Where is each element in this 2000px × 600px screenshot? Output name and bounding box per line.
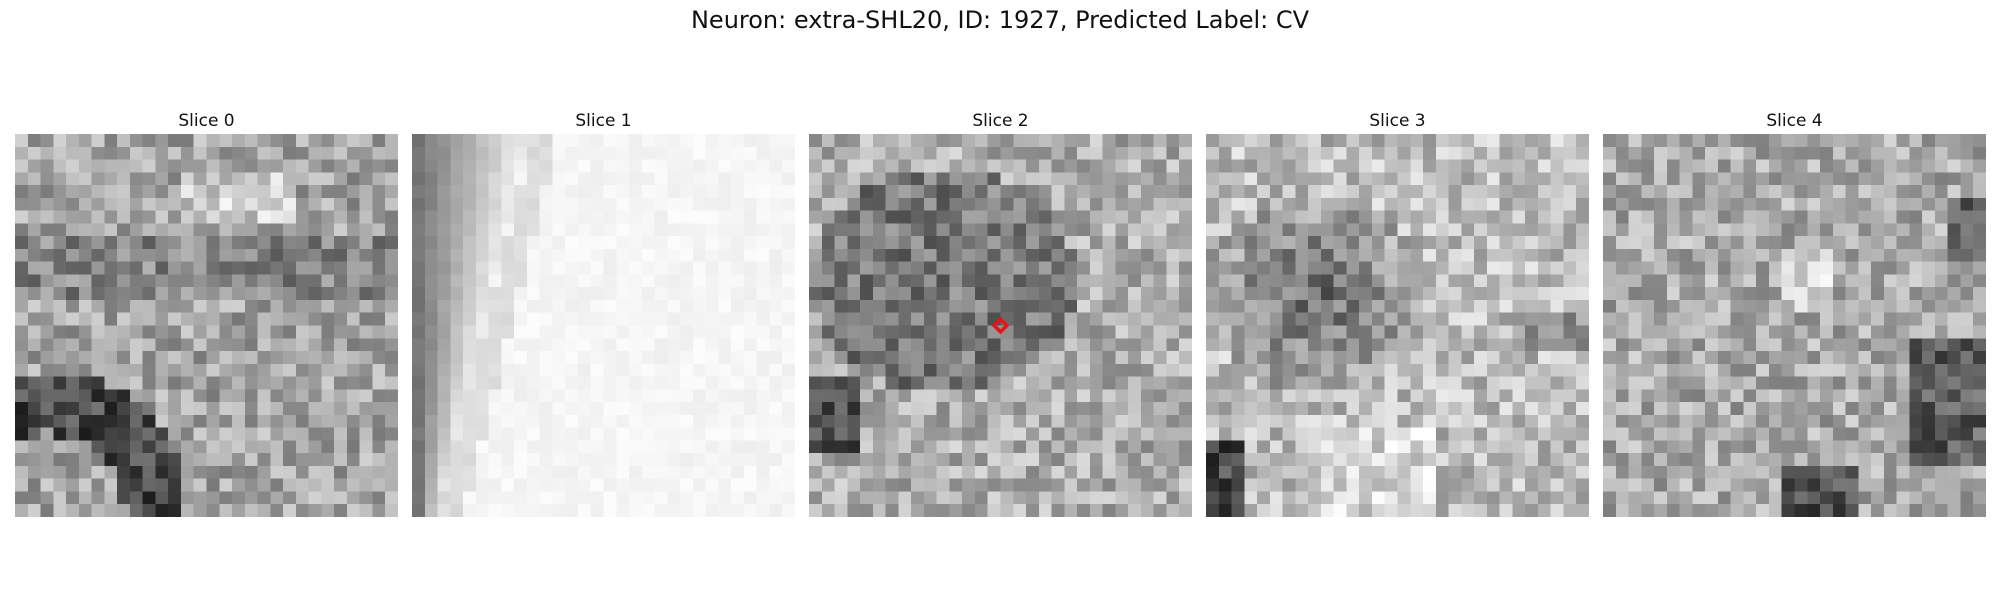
slice-title-4: Slice 4 (1766, 111, 1823, 131)
slice-title-1: Slice 1 (575, 111, 632, 131)
slice-panel-1: Slice 1 (412, 108, 795, 517)
slice-image-4 (1603, 134, 1986, 517)
slice-image-2 (809, 134, 1192, 517)
slice-title-2: Slice 2 (972, 111, 1029, 131)
slice-title-0: Slice 0 (178, 111, 235, 131)
slice-image-1 (412, 134, 795, 517)
slice-image-3 (1206, 134, 1589, 517)
slice-title-3: Slice 3 (1369, 111, 1426, 131)
figure-title: Neuron: extra-SHL20, ID: 1927, Predicted… (690, 6, 1310, 34)
slice-panel-3: Slice 3 (1206, 108, 1589, 517)
slice-panel-2: Slice 2 (809, 108, 1192, 517)
slice-panel-0: Slice 0 (15, 108, 398, 517)
slice-panel-4: Slice 4 (1603, 108, 1986, 517)
slice-image-0 (15, 134, 398, 517)
target-marker-icon (991, 316, 1010, 335)
